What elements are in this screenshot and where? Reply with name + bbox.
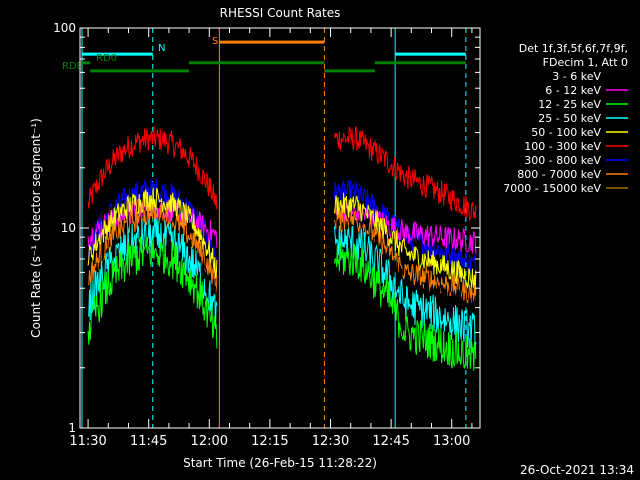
flag-label-n: N xyxy=(158,43,165,54)
flag-label-s: S xyxy=(212,36,218,47)
legend-label: 25 - 50 keV xyxy=(538,112,601,125)
legend-label: 12 - 25 keV xyxy=(538,98,601,111)
series-100-300-kev-post xyxy=(334,125,477,221)
legend-label: 50 - 100 keV xyxy=(531,126,601,139)
series-300-800-kev-pre xyxy=(87,178,218,264)
legend-label: 100 - 300 keV xyxy=(524,140,601,153)
flag-label-rde: RDE xyxy=(62,61,83,72)
x-tick-label: 12:30 xyxy=(312,434,349,449)
chart-title: RHESSI Count Rates xyxy=(220,6,341,20)
legend-label: 300 - 800 keV xyxy=(524,154,601,167)
y-tick-label: 100 xyxy=(53,21,76,35)
y-tick-label: 1 xyxy=(68,421,76,435)
x-tick-label: 11:45 xyxy=(130,434,167,449)
legend-label: 7000 - 15000 keV xyxy=(503,182,601,195)
x-tick-label: 12:45 xyxy=(372,434,409,449)
flag-label-rd0: RD0 xyxy=(96,53,117,64)
timestamp: 26-Oct-2021 13:34 xyxy=(520,463,634,477)
series-100-300-kev-pre xyxy=(87,126,218,210)
axes: 1 10 100 11:30 11:45 12:00 12:15 12:30 12:45 13:0… xyxy=(53,21,480,449)
series-50-100-kev-post xyxy=(334,192,477,290)
series-3-6-kev-post xyxy=(334,220,477,321)
x-tick-label: 12:00 xyxy=(191,434,228,449)
plot-area: N S RD0 RDE xyxy=(62,28,477,428)
series-6-12-kev-post xyxy=(334,201,477,255)
x-tick-label: 12:15 xyxy=(251,434,288,449)
series-12-25-kev-post xyxy=(334,239,477,371)
series-25-50-kev-pre xyxy=(87,217,218,329)
y-axis-label: Count Rate (s⁻¹ detector segment⁻¹) xyxy=(29,118,43,338)
legend-header-line: Det 1f,3f,5f,6f,7f,9f, xyxy=(519,42,628,55)
x-axis-label: Start Time (26-Feb-15 11:28:22) xyxy=(183,456,377,470)
series-800-7000-kev-post xyxy=(334,207,477,306)
series-25-50-kev-post xyxy=(334,225,477,351)
legend-label: 3 - 6 keV xyxy=(552,70,601,83)
series-800-7000-kev-pre xyxy=(88,204,218,297)
legend-label: 6 - 12 keV xyxy=(545,84,601,97)
series-12-25-kev-pre xyxy=(87,236,218,349)
x-tick-label: 13:00 xyxy=(433,434,470,449)
x-tick-label: 11:30 xyxy=(69,434,106,449)
legend: Det 1f,3f,5f,6f,7f,9f,FDecim 1, Att 03 -… xyxy=(503,42,628,195)
legend-label: 800 - 7000 keV xyxy=(517,168,601,181)
legend-header-line: FDecim 1, Att 0 xyxy=(543,56,628,69)
y-tick-label: 10 xyxy=(61,221,76,235)
